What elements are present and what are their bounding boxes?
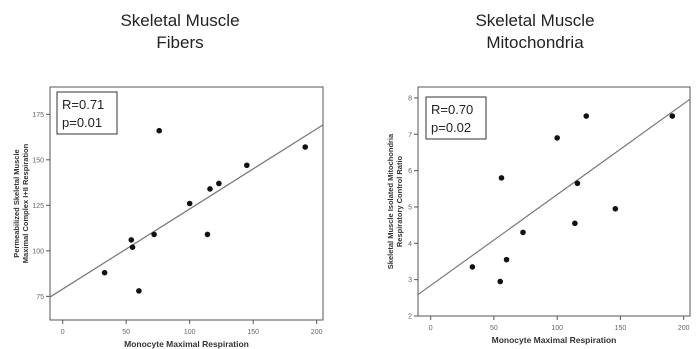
x-tick-label: 50 [122,329,130,336]
y-tick-label: 150 [32,157,44,164]
y-axis-title: Permeabilized Skeletal Muscle [12,149,21,257]
stats-r: R=0.71 [62,97,104,112]
title-line-1: Skeletal Muscle [475,11,595,30]
y-tick-label: 4 [408,241,412,248]
x-axis-title: Monocyte Maximal Respiration [124,339,249,349]
y-tick-label: 125 [32,203,44,210]
data-point [520,229,526,236]
chart-title-fibers: Skeletal Muscle Fibers [100,10,260,54]
data-point [156,127,162,134]
data-point [669,113,676,119]
y-tick-label: 2 [408,314,412,321]
data-point [207,186,213,192]
data-point [204,231,211,238]
x-tick-label: 150 [247,329,259,336]
data-point [129,244,136,250]
data-point [572,220,578,227]
y-tick-label: 7 [408,132,412,139]
data-point [469,264,476,270]
title-line-1: Skeletal Muscle [120,11,240,30]
data-point [186,200,193,207]
regression-line [49,124,324,298]
data-point [612,205,619,212]
x-axis-title: Monocyte Maximal Respiration [492,335,617,345]
data-point [574,180,581,187]
x-tick-label: 0 [429,325,433,332]
regression-line [417,98,691,296]
x-tick-label: 150 [615,325,627,332]
plot-area [49,86,324,321]
x-tick-label: 50 [490,325,498,332]
data-point [244,162,250,169]
title-line-2: Mitochondria [486,33,584,52]
x-tick-label: 200 [678,325,690,332]
data-point [101,269,108,276]
x-tick-label: 100 [551,325,563,332]
y-tick-label: 3 [408,277,412,284]
data-point [136,288,142,294]
data-point [151,231,157,238]
stats-p: p=0.01 [62,115,102,130]
stats-box [425,96,487,140]
data-point [583,113,590,119]
stats-p: p=0.02 [431,120,471,135]
y-axis-title: Respiratory Control Ratio [395,155,404,247]
y-tick-label: 5 [408,204,412,211]
y-tick-label: 175 [32,112,44,119]
data-point [302,144,309,150]
y-tick-label: 100 [32,248,44,255]
y-tick-label: 6 [408,168,412,175]
y-axis-title: Skeletal Muscle Isolated Mitochondria [386,133,395,269]
data-point [497,278,504,285]
x-tick-label: 200 [311,329,323,336]
data-point [503,256,510,263]
stats-r: R=0.70 [431,102,473,117]
data-point [216,180,222,187]
x-tick-label: 100 [184,329,196,336]
y-tick-label: 8 [408,95,412,102]
stats-box [56,91,118,135]
data-point [128,237,135,243]
title-line-2: Fibers [156,33,204,52]
data-point [498,175,505,181]
x-tick-label: 0 [61,329,65,336]
chart-title-mitochondria: Skeletal Muscle Mitochondria [455,10,615,54]
y-tick-label: 75 [36,294,44,301]
y-axis-title: Maximal Complex I+II Respiration [21,143,30,263]
data-point [554,135,560,141]
plot-area [417,86,691,317]
